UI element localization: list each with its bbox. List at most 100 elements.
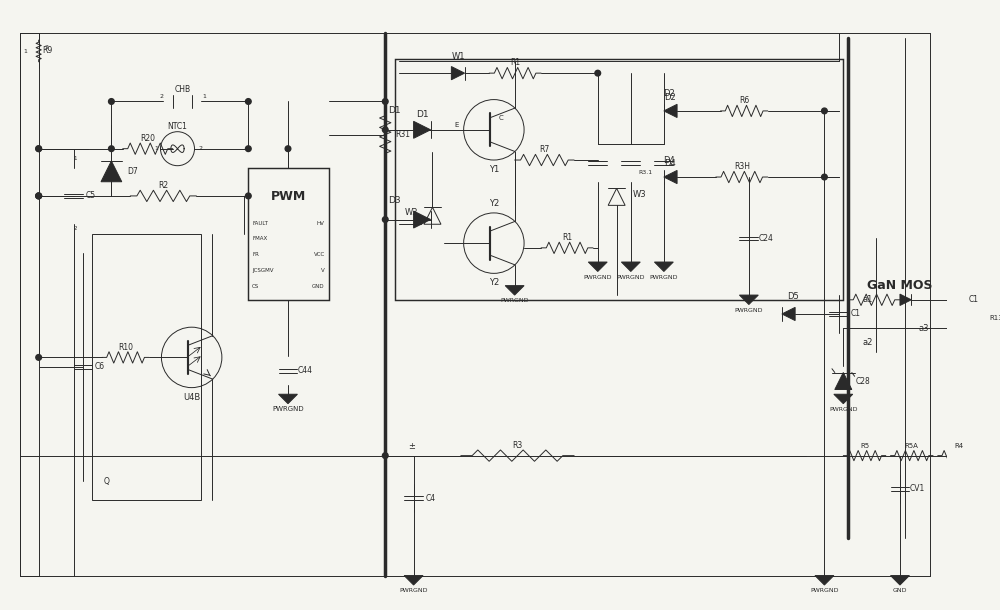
Text: 1: 1 — [202, 95, 206, 99]
Text: a3: a3 — [919, 324, 929, 332]
Text: D1: D1 — [416, 110, 428, 119]
Text: CHB: CHB — [174, 85, 190, 94]
Text: R5: R5 — [860, 443, 869, 449]
Text: PWRGND: PWRGND — [584, 274, 612, 279]
Circle shape — [36, 193, 41, 199]
Text: R5A: R5A — [905, 443, 919, 449]
Text: PWRGND: PWRGND — [650, 274, 678, 279]
Text: D7: D7 — [128, 167, 138, 176]
Text: D5: D5 — [787, 292, 799, 301]
Circle shape — [382, 453, 388, 459]
Circle shape — [822, 108, 827, 113]
Text: R3.1: R3.1 — [638, 170, 653, 175]
Bar — [395, 59, 843, 300]
Text: C44: C44 — [297, 366, 312, 375]
Text: FR: FR — [252, 253, 259, 257]
Circle shape — [595, 70, 601, 76]
Text: R6: R6 — [739, 96, 749, 105]
Polygon shape — [621, 262, 640, 271]
Text: PWM: PWM — [271, 190, 306, 203]
Polygon shape — [414, 121, 431, 138]
Text: W3: W3 — [632, 190, 646, 198]
Circle shape — [382, 217, 388, 223]
Text: D4: D4 — [665, 159, 676, 168]
Text: 2: 2 — [44, 45, 48, 50]
Text: D4: D4 — [663, 156, 674, 165]
Text: E: E — [454, 122, 458, 128]
Circle shape — [36, 354, 41, 361]
Polygon shape — [279, 394, 297, 404]
Polygon shape — [101, 161, 122, 182]
Polygon shape — [815, 576, 834, 585]
Polygon shape — [834, 394, 853, 404]
Circle shape — [109, 146, 114, 151]
Text: FAULT: FAULT — [252, 221, 268, 226]
Circle shape — [822, 174, 827, 180]
Circle shape — [245, 99, 251, 104]
Text: PWRGND: PWRGND — [735, 307, 763, 313]
Text: R10: R10 — [118, 343, 133, 351]
Text: CV1: CV1 — [909, 484, 925, 493]
Text: C: C — [499, 115, 504, 121]
Circle shape — [245, 146, 251, 151]
Text: 1: 1 — [155, 146, 159, 151]
Text: FMAX: FMAX — [252, 237, 267, 242]
Polygon shape — [891, 576, 909, 585]
Text: R1: R1 — [562, 233, 572, 242]
Text: Y1: Y1 — [489, 165, 499, 174]
Text: C1: C1 — [851, 309, 861, 318]
Circle shape — [36, 146, 41, 151]
Text: PWRGND: PWRGND — [810, 588, 839, 593]
Text: 2: 2 — [159, 95, 163, 99]
Circle shape — [36, 193, 41, 199]
Text: ±: ± — [408, 442, 415, 451]
Text: R31: R31 — [395, 130, 410, 139]
Bar — [92, 234, 201, 500]
Circle shape — [109, 99, 114, 104]
Text: R3: R3 — [512, 441, 523, 450]
Text: PWRGND: PWRGND — [617, 274, 645, 279]
Text: C24: C24 — [758, 234, 773, 243]
Text: D3: D3 — [388, 196, 401, 205]
Text: R1: R1 — [510, 58, 520, 67]
Text: CS: CS — [252, 284, 259, 289]
Polygon shape — [664, 170, 677, 184]
Circle shape — [245, 193, 251, 199]
Text: a2: a2 — [862, 338, 873, 347]
Circle shape — [285, 146, 291, 151]
Text: R4: R4 — [954, 443, 964, 449]
Polygon shape — [782, 307, 795, 321]
Text: D2: D2 — [663, 90, 674, 98]
Polygon shape — [505, 285, 524, 295]
Text: Y2: Y2 — [489, 199, 499, 208]
Text: GaN MOS: GaN MOS — [867, 279, 932, 292]
Text: 2: 2 — [198, 146, 202, 151]
Text: a1: a1 — [862, 295, 873, 304]
Text: C6: C6 — [95, 362, 105, 371]
Text: PWRGND: PWRGND — [272, 406, 304, 412]
Text: Q: Q — [104, 476, 110, 486]
Text: R7: R7 — [539, 145, 550, 154]
Text: D1: D1 — [388, 106, 401, 115]
Text: R3H: R3H — [734, 162, 750, 171]
Polygon shape — [414, 211, 431, 228]
Text: C4: C4 — [426, 493, 436, 503]
Polygon shape — [664, 104, 677, 118]
Circle shape — [36, 193, 41, 199]
Polygon shape — [654, 262, 673, 271]
Text: PWRGND: PWRGND — [829, 407, 858, 412]
Text: HV: HV — [317, 221, 325, 226]
Polygon shape — [739, 295, 758, 304]
Text: 1: 1 — [74, 156, 77, 160]
Polygon shape — [451, 66, 465, 80]
Text: W1: W1 — [452, 52, 466, 60]
Circle shape — [36, 146, 41, 151]
Circle shape — [382, 127, 388, 132]
Text: C5: C5 — [86, 192, 96, 201]
Text: R2: R2 — [158, 181, 168, 190]
Polygon shape — [404, 576, 423, 585]
Text: PWRGND: PWRGND — [500, 298, 529, 303]
Text: Y2: Y2 — [489, 278, 499, 287]
Circle shape — [382, 99, 388, 104]
Text: R9: R9 — [42, 46, 53, 56]
